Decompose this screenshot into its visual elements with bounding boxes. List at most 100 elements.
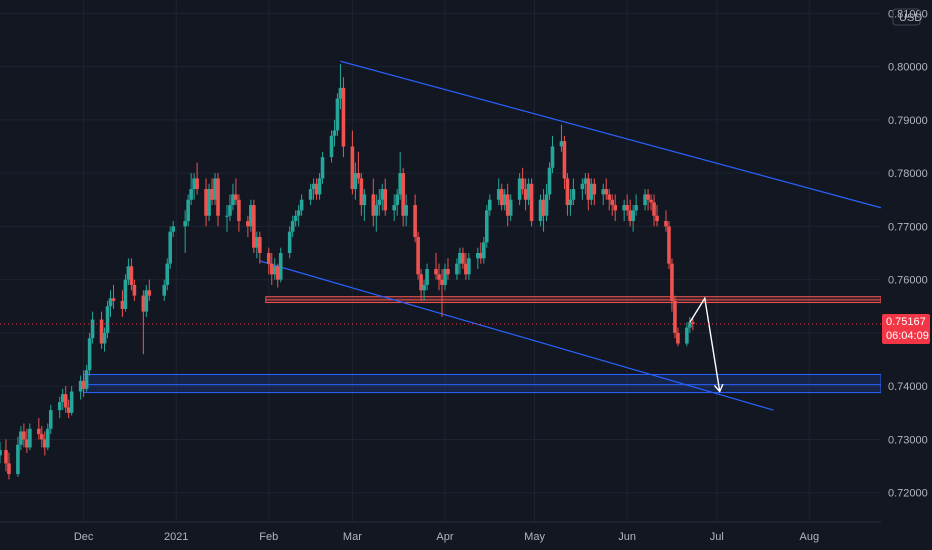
candle — [132, 279, 137, 301]
candle — [464, 253, 468, 280]
currency-label: USD — [899, 12, 922, 24]
candle — [255, 231, 259, 259]
current-price-value: 0.75167 — [886, 316, 926, 328]
candle-body — [419, 274, 423, 291]
candle — [643, 189, 647, 211]
lower-trendline[interactable] — [259, 260, 774, 411]
candle-body — [42, 439, 47, 448]
candle-body — [643, 194, 647, 206]
candle-body — [520, 178, 525, 190]
candle — [16, 436, 20, 477]
candle-body — [565, 178, 570, 206]
candle — [455, 258, 459, 280]
candle-body — [434, 268, 438, 275]
candle — [63, 386, 68, 413]
support-zone[interactable] — [83, 373, 882, 394]
candle — [335, 93, 340, 136]
candle — [440, 268, 444, 317]
candle-body — [586, 178, 591, 200]
candle-body — [111, 298, 116, 301]
candle — [120, 290, 125, 317]
candle-body — [392, 205, 397, 211]
candle — [87, 332, 92, 376]
candle-body — [249, 205, 253, 227]
candle-body — [57, 402, 62, 411]
price-tick-label: 0.79000 — [888, 115, 928, 127]
candle — [613, 194, 618, 222]
candle — [272, 258, 277, 280]
candle — [547, 162, 552, 200]
candle-body — [395, 194, 399, 206]
candle-body — [359, 178, 364, 206]
price-axis-panel[interactable] — [881, 0, 932, 522]
candle — [25, 428, 29, 453]
candle — [517, 173, 522, 206]
candle-body — [440, 279, 444, 285]
time-axis-ticks: Dec 2021 Feb Mar Apr May Jun Jul Aug — [74, 531, 819, 543]
candle-body — [81, 380, 86, 389]
candle — [22, 423, 26, 448]
candle — [0, 442, 2, 464]
candle-body — [622, 205, 626, 211]
candle-body — [446, 268, 450, 275]
trendline-layer[interactable] — [259, 60, 882, 411]
candle — [565, 173, 570, 216]
projection-arrow-head — [713, 383, 724, 393]
candle — [314, 178, 319, 200]
candle — [228, 194, 232, 222]
candle — [604, 178, 609, 200]
candle — [562, 135, 567, 190]
candle-body — [541, 199, 546, 216]
candle — [625, 194, 629, 216]
candle-body — [422, 284, 426, 291]
projection-layer[interactable] — [689, 296, 724, 393]
candle-body — [99, 319, 104, 344]
time-axis-panel[interactable] — [0, 522, 932, 550]
candle — [111, 284, 116, 309]
price-tick-label: 0.80000 — [888, 62, 928, 74]
candle — [308, 183, 313, 206]
candle — [646, 189, 650, 211]
candle-body — [258, 237, 262, 254]
candle-body — [272, 266, 277, 275]
candle-body — [290, 221, 295, 232]
price-tick-label: 0.76000 — [888, 275, 928, 287]
candle — [246, 215, 250, 238]
candle — [332, 119, 337, 147]
candle-body — [479, 253, 483, 259]
candle-body — [437, 274, 441, 280]
candle-body — [383, 189, 388, 211]
candle — [192, 173, 196, 200]
candle — [350, 130, 355, 195]
upper-trendline[interactable] — [340, 60, 882, 209]
price-tick-label: 0.77000 — [888, 221, 928, 233]
candle-body — [691, 322, 695, 324]
projection-arrow[interactable] — [689, 296, 721, 392]
candle-body — [126, 266, 131, 280]
candle-body — [371, 194, 376, 216]
candle — [183, 210, 187, 254]
candle-body — [667, 226, 671, 264]
candle-body — [634, 205, 638, 211]
candle-body — [189, 189, 193, 200]
candle — [673, 295, 677, 339]
candle-body — [523, 189, 528, 200]
candle-body — [192, 178, 196, 190]
time-tick-label: Feb — [259, 531, 278, 543]
candle — [688, 316, 692, 333]
candle-body — [108, 298, 113, 307]
candle — [425, 263, 429, 291]
candle — [508, 194, 513, 222]
time-tick-label: Dec — [74, 531, 94, 543]
candle-body — [120, 300, 125, 309]
candle-body — [25, 439, 29, 448]
candle-body — [517, 178, 522, 200]
candle — [69, 386, 74, 416]
candle-body — [374, 205, 379, 216]
candle-body — [601, 189, 606, 195]
candle — [269, 253, 274, 285]
candle-body — [487, 199, 492, 211]
candle — [467, 253, 471, 280]
